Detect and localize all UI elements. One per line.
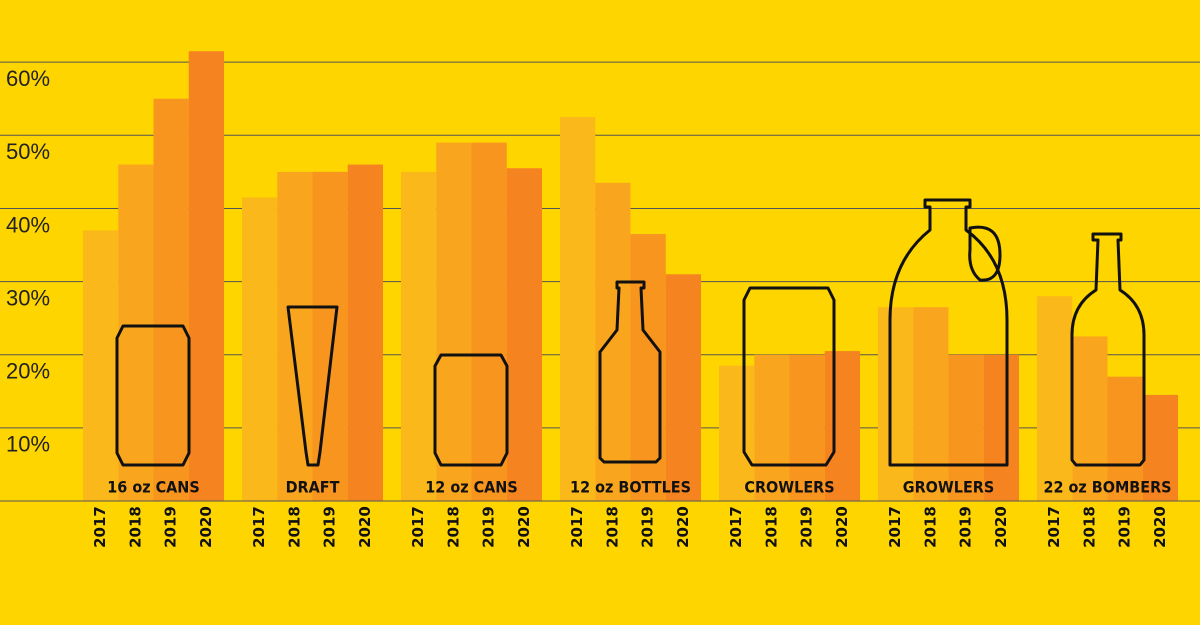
bar — [948, 354, 984, 501]
year-label: 2020 — [356, 506, 374, 548]
bar — [347, 164, 383, 501]
year-label: 2018 — [762, 506, 780, 548]
bar — [983, 354, 1019, 501]
bar — [878, 307, 914, 501]
icons — [115, 198, 1146, 467]
bar — [188, 51, 224, 501]
bar — [789, 354, 825, 501]
year-label: 2020 — [674, 506, 692, 548]
year-label: 2017 — [886, 506, 904, 548]
year-label: 2019 — [798, 506, 816, 548]
y-tick-label: 60% — [6, 66, 50, 91]
bar — [401, 171, 437, 501]
bar — [312, 171, 348, 501]
year-label: 2017 — [250, 506, 268, 548]
year-label: 2018 — [603, 506, 621, 548]
y-tick-label: 30% — [6, 285, 50, 310]
year-label: 2017 — [568, 506, 586, 548]
bar — [1072, 336, 1108, 501]
category-label: DRAFT — [286, 478, 340, 497]
bar — [754, 354, 790, 501]
can-icon — [433, 353, 509, 467]
year-label: 2020 — [992, 506, 1010, 548]
year-label: 2019 — [639, 506, 657, 548]
category-label: 16 oz CANS — [107, 478, 199, 497]
labels: 10% 20% 30% 40% 50% 60% 2017 2018 2019 2020 16 oz … — [6, 66, 1172, 548]
growler-icon — [888, 198, 1009, 467]
bar — [719, 365, 755, 501]
bar — [824, 351, 860, 501]
y-tick-label: 10% — [6, 432, 50, 457]
bar — [118, 164, 154, 501]
category-label: 22 oz BOMBERS — [1043, 478, 1171, 497]
bomber-icon — [1070, 232, 1146, 467]
category-label: CROWLERS — [744, 478, 834, 497]
year-label: 2019 — [480, 506, 498, 548]
growler-handle — [968, 225, 1002, 282]
bar — [1107, 376, 1143, 501]
year-label: 2020 — [833, 506, 851, 548]
year-label: 2017 — [727, 506, 745, 548]
bar — [471, 142, 507, 502]
year-label: 2019 — [162, 506, 180, 548]
year-label: 2017 — [91, 506, 109, 548]
year-label: 2020 — [515, 506, 533, 548]
bar — [560, 117, 596, 501]
bar — [913, 307, 949, 501]
year-label: 2019 — [321, 506, 339, 548]
bar — [83, 230, 119, 502]
can-icon — [115, 324, 191, 467]
year-label: 2017 — [1045, 506, 1063, 548]
year-label: 2020 — [1151, 506, 1169, 548]
year-label: 2019 — [1116, 506, 1134, 548]
bar — [242, 197, 278, 501]
year-label: 2019 — [957, 506, 975, 548]
year-label: 2018 — [921, 506, 939, 548]
bar — [153, 98, 189, 501]
year-label: 2018 — [285, 506, 303, 548]
bar — [1037, 296, 1073, 501]
category-label: GROWLERS — [903, 478, 994, 497]
year-label: 2018 — [1080, 506, 1098, 548]
y-tick-label: 20% — [6, 359, 50, 384]
bottle-icon — [598, 280, 662, 464]
year-label: 2018 — [126, 506, 144, 548]
bar — [436, 142, 472, 502]
year-label: 2018 — [444, 506, 462, 548]
year-label: 2020 — [197, 506, 215, 548]
category-label: 12 oz CANS — [425, 478, 517, 497]
bar — [1142, 394, 1178, 501]
year-label: 2017 — [409, 506, 427, 548]
crowler-icon — [742, 286, 836, 467]
glass-icon — [286, 305, 339, 467]
y-tick-label: 50% — [6, 139, 50, 164]
bar — [665, 274, 701, 501]
bars — [83, 51, 1178, 502]
y-tick-label: 40% — [6, 212, 50, 237]
category-label: 12 oz BOTTLES — [570, 478, 691, 497]
bar — [506, 168, 542, 501]
